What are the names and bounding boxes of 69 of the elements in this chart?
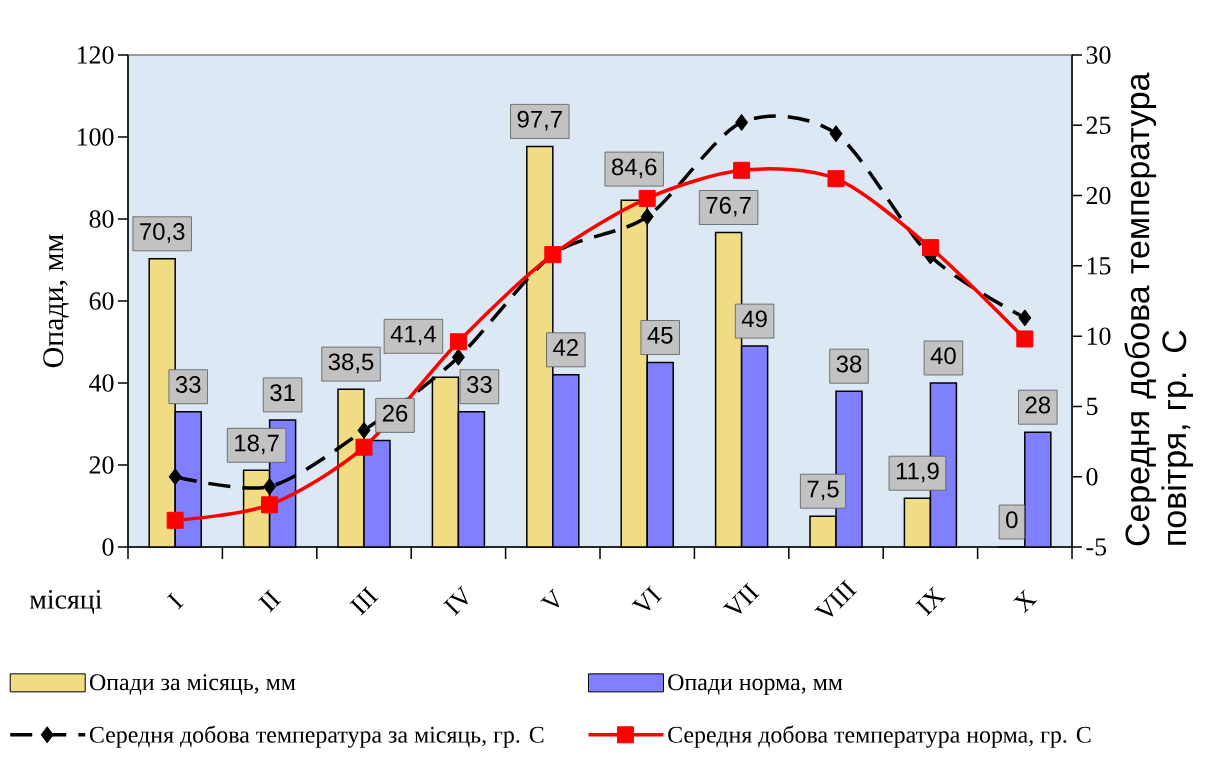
x-tick-label: X [1013,589,1038,614]
y-axis-title: Опади, мм [43,234,69,368]
data-label: 33 [467,376,492,393]
y-tick-label: 100 [77,128,114,146]
data-label: 49 [741,310,767,328]
data-label: 70,3 [140,223,185,243]
x-tick-label: V [540,588,560,608]
y2-tick-label: 25 [1086,116,1111,134]
data-label: 7,5 [807,480,839,501]
x-tick-label: IV [443,585,468,616]
point [1016,330,1034,348]
x-tick-label: III [349,586,379,616]
x-tick-label: VII [722,582,760,614]
data-label: 45 [647,327,673,344]
point [263,478,277,496]
data-label: 33 [175,376,201,393]
data-label: 31 [270,384,295,402]
y-tick-label: 40 [89,374,114,392]
point [168,468,182,486]
point [640,208,654,226]
data-label: 38,5 [328,353,374,374]
data-label: 0 [1006,511,1018,529]
point [829,125,843,143]
x-tick-label: I [166,592,184,610]
point [921,239,939,257]
data-label: 97,7 [517,110,562,131]
y-tick-label: 0 [102,538,114,556]
y2-tick-label: -5 [1086,538,1107,556]
x-tick-label: IX [915,586,946,616]
legend-label: Опади за місяць, мм [89,674,296,695]
data-label: 18,7 [235,434,279,455]
x-axis-title: місяці [29,590,102,614]
point [735,113,749,131]
y2-tick-label: 30 [1086,46,1111,64]
data-label: 26 [382,404,408,422]
point [733,161,751,179]
data-label: 84,6 [611,158,657,179]
y2-tick-label: 10 [1087,327,1111,345]
legend-label: Опади норма, мм [668,674,843,696]
point [449,333,467,351]
point [638,189,656,207]
y2-tick-label: 5 [1087,397,1098,416]
y2-tick-label: 0 [1086,467,1098,486]
point [827,170,845,188]
x-tick-label: VIII [814,579,857,617]
data-label: 11,9 [896,462,939,483]
legend-label: Середня добова температура норма, гр. С [668,725,1091,748]
y2-axis-title: Середня добова температура повітря, гр. С [1124,72,1194,546]
point [355,438,373,456]
data-label: 42 [553,339,578,356]
y-tick-label: 120 [77,46,114,64]
y2-tick-label: 20 [1086,186,1111,205]
point [1018,309,1032,327]
point [357,421,371,439]
data-label: 41,4 [390,325,436,346]
x-tick-label: VI [631,585,663,611]
data-label: 38 [836,355,862,373]
point [261,496,279,514]
data-label: 28 [1025,396,1051,414]
point [451,348,465,366]
y-tick-label: 80 [89,210,114,228]
y-tick-label: 60 [89,292,114,310]
point [166,511,184,529]
x-tick-label: II [258,589,282,613]
data-label: 76,7 [706,196,751,217]
y-tick-label: 20 [89,456,114,474]
y2-tick-label: 15 [1087,257,1111,275]
legend-label: Середня добова температура за місяць, гр. С [89,725,544,748]
data-label: 40 [930,347,956,365]
